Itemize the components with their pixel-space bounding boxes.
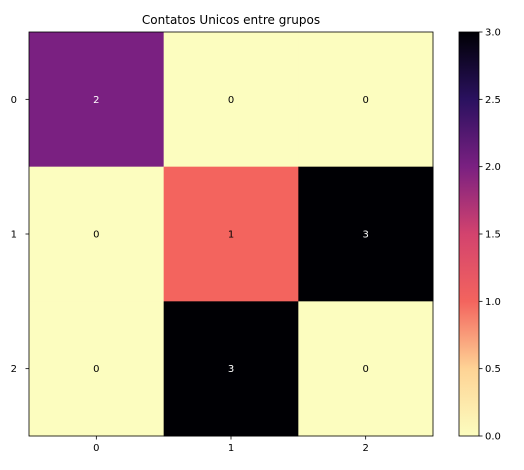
- y-axis: 0 1 2: [11, 95, 29, 375]
- colorbar-axis: 0.0 0.5 1.0 1.5 2.0 2.5 3.0: [479, 28, 501, 443]
- heatmap-cell-r2-c1: [163, 301, 299, 437]
- colorbar: [458, 31, 480, 437]
- cell-annotation-r0-c1: 0: [228, 95, 234, 106]
- y-tick-label: 2: [11, 364, 17, 375]
- colorbar-tick-label: 2.0: [485, 162, 501, 173]
- heatmap-cells: [29, 32, 434, 437]
- colorbar-tick-label: 0.0: [485, 432, 501, 443]
- heatmap-cell-r0-c2: [298, 32, 434, 168]
- cell-annotation-r2-c1: 3: [228, 364, 234, 375]
- plot-frame: [28, 31, 434, 437]
- colorbar-tick-label: 3.0: [485, 28, 501, 39]
- colorbar-tick-label: 1.0: [485, 297, 501, 308]
- x-tick-label: 1: [228, 443, 234, 454]
- cell-annotation-r2-c2: 0: [362, 364, 368, 375]
- cell-annotation-r1-c1: 1: [228, 230, 234, 241]
- cell-annotation-r2-c0: 0: [93, 364, 99, 375]
- x-tick-label: 0: [93, 443, 99, 454]
- colorbar-tick-label: 1.5: [485, 230, 501, 241]
- colorbar-tick-label: 0.5: [485, 364, 501, 375]
- y-tick-label: 1: [11, 230, 17, 241]
- heatmap-annotations: 2 0 0 0 1 3 0 3 0: [93, 95, 369, 375]
- colorbar-tick-label: 2.5: [485, 95, 501, 106]
- cell-annotation-r1-c2: 3: [362, 230, 368, 241]
- heatmap-cell-r1-c1: [163, 166, 299, 302]
- cell-annotation-r1-c0: 0: [93, 230, 99, 241]
- x-axis: 0 1 2: [93, 436, 369, 454]
- heatmap-cell-r2-c2: [298, 301, 434, 437]
- heatmap-cell-r1-c0: [29, 166, 165, 302]
- heatmap-cell-r2-c0: [29, 301, 165, 437]
- heatmap-cell-r0-c1: [163, 32, 299, 168]
- heatmap-cell-r1-c2: [298, 166, 434, 302]
- chart-title: Contatos Unicos entre grupos: [142, 13, 320, 27]
- heatmap-cell-r0-c0: [29, 32, 165, 168]
- cell-annotation-r0-c2: 0: [362, 95, 368, 106]
- y-tick-label: 0: [11, 95, 17, 106]
- cell-annotation-r0-c0: 2: [93, 95, 99, 106]
- x-tick-label: 2: [362, 443, 368, 454]
